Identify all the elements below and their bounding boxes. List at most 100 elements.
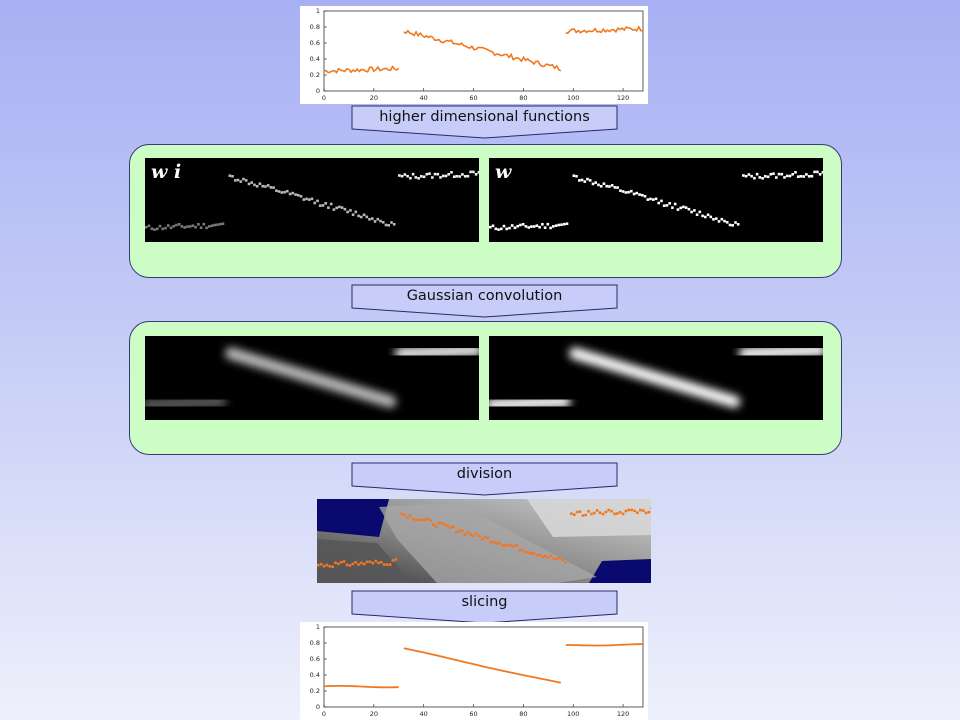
signal-sample xyxy=(202,222,206,226)
division-sample xyxy=(342,560,346,563)
division-image xyxy=(317,499,651,583)
x-tick-label: 80 xyxy=(519,710,527,718)
x-tick-label: 60 xyxy=(469,710,477,718)
signal-sample xyxy=(807,175,811,178)
signal-sample xyxy=(799,175,803,178)
signal-sample xyxy=(390,221,393,224)
signal-sample xyxy=(588,179,592,182)
image-w: w xyxy=(489,158,823,242)
signal-sample xyxy=(272,186,275,189)
division-sample xyxy=(368,560,372,563)
x-tick-label: 100 xyxy=(567,94,579,102)
division-sample xyxy=(455,530,458,534)
division-sample xyxy=(498,541,501,545)
signal-sample xyxy=(414,176,418,179)
signal-sample xyxy=(313,201,316,205)
signal-sample xyxy=(646,198,650,201)
division-sample xyxy=(509,544,513,547)
division-sample xyxy=(564,561,567,564)
division-sample xyxy=(434,525,438,528)
signal-sample xyxy=(422,175,426,179)
division-sample xyxy=(552,557,556,560)
signal-sample xyxy=(231,175,234,178)
signal-sample xyxy=(335,206,338,210)
signal-sample xyxy=(652,198,655,201)
signal-sample xyxy=(662,204,666,207)
signal-sample xyxy=(546,222,550,226)
division-sample xyxy=(432,523,435,526)
signal-sample xyxy=(575,175,578,178)
division-sample xyxy=(478,534,481,538)
division-sample xyxy=(555,557,559,561)
signal-sample xyxy=(541,223,544,226)
signal-sample xyxy=(349,209,352,212)
signal-sample xyxy=(510,224,514,227)
image-wi: w i xyxy=(145,158,479,242)
division-sample xyxy=(546,556,550,559)
division-sample xyxy=(463,533,467,536)
signal-sample xyxy=(491,224,495,228)
signal-sample xyxy=(411,172,415,176)
signal-sample xyxy=(695,213,699,216)
division-sample xyxy=(549,554,553,558)
signal-sample xyxy=(649,197,652,201)
division-sample xyxy=(644,511,648,515)
signal-sample xyxy=(583,180,587,183)
signal-sample xyxy=(297,193,300,197)
division-sample xyxy=(541,555,544,559)
arrow-shape xyxy=(351,284,618,318)
signal-sample xyxy=(294,193,297,196)
signal-sample xyxy=(684,206,688,209)
signal-sample xyxy=(532,225,536,228)
division-sample xyxy=(616,512,619,515)
signal-sample xyxy=(563,222,566,226)
signal-sample xyxy=(557,223,561,227)
signal-sample xyxy=(521,223,525,226)
signal-sample xyxy=(720,217,724,221)
signal-sample xyxy=(197,223,200,226)
signal-sample xyxy=(183,226,186,229)
signal-sample xyxy=(436,172,440,176)
x-tick-label: 60 xyxy=(469,94,477,102)
signal-sample xyxy=(723,219,726,223)
division-low-band xyxy=(317,539,413,583)
signal-sample xyxy=(354,210,358,214)
signal-sample xyxy=(500,227,503,231)
division-sample xyxy=(515,543,518,547)
signal-sample xyxy=(291,191,295,195)
signal-sample xyxy=(682,205,685,209)
panel-higher-dimensional: w i w xyxy=(129,144,842,278)
division-sample xyxy=(633,509,636,513)
signal-sample xyxy=(477,171,479,174)
signal-sample xyxy=(332,208,336,211)
signal-sample xyxy=(610,184,614,187)
division-sample xyxy=(380,561,383,564)
blurred-segment-2 xyxy=(569,347,741,408)
series-segment-2 xyxy=(403,29,562,72)
division-sample xyxy=(584,513,588,517)
signal-sample xyxy=(802,175,805,178)
signal-sample xyxy=(619,189,622,192)
division-sample xyxy=(492,540,495,544)
division-sample xyxy=(561,558,564,562)
signal-sample xyxy=(362,213,366,217)
x-tick-label: 0 xyxy=(322,710,326,718)
division-sample xyxy=(475,532,478,535)
signal-sample xyxy=(635,191,639,195)
division-sample xyxy=(328,565,332,568)
signal-sample xyxy=(472,170,475,174)
signal-sample xyxy=(288,192,292,196)
division-sample xyxy=(523,550,527,554)
division-sample xyxy=(544,554,547,558)
division-sample xyxy=(503,543,507,547)
signal-sample xyxy=(704,215,707,219)
output-plot-svg: 0 20 40 60 80 100 120 0 0.2 0.4 0.6 0.8 1 xyxy=(310,623,644,718)
signal-sample xyxy=(602,182,606,185)
division-sample xyxy=(457,530,461,533)
signal-sample xyxy=(381,221,385,224)
image-w-svg xyxy=(489,170,823,231)
signal-sample xyxy=(365,215,369,219)
signal-sample xyxy=(742,174,745,177)
signal-sample xyxy=(158,224,162,228)
signal-sample xyxy=(605,184,608,188)
